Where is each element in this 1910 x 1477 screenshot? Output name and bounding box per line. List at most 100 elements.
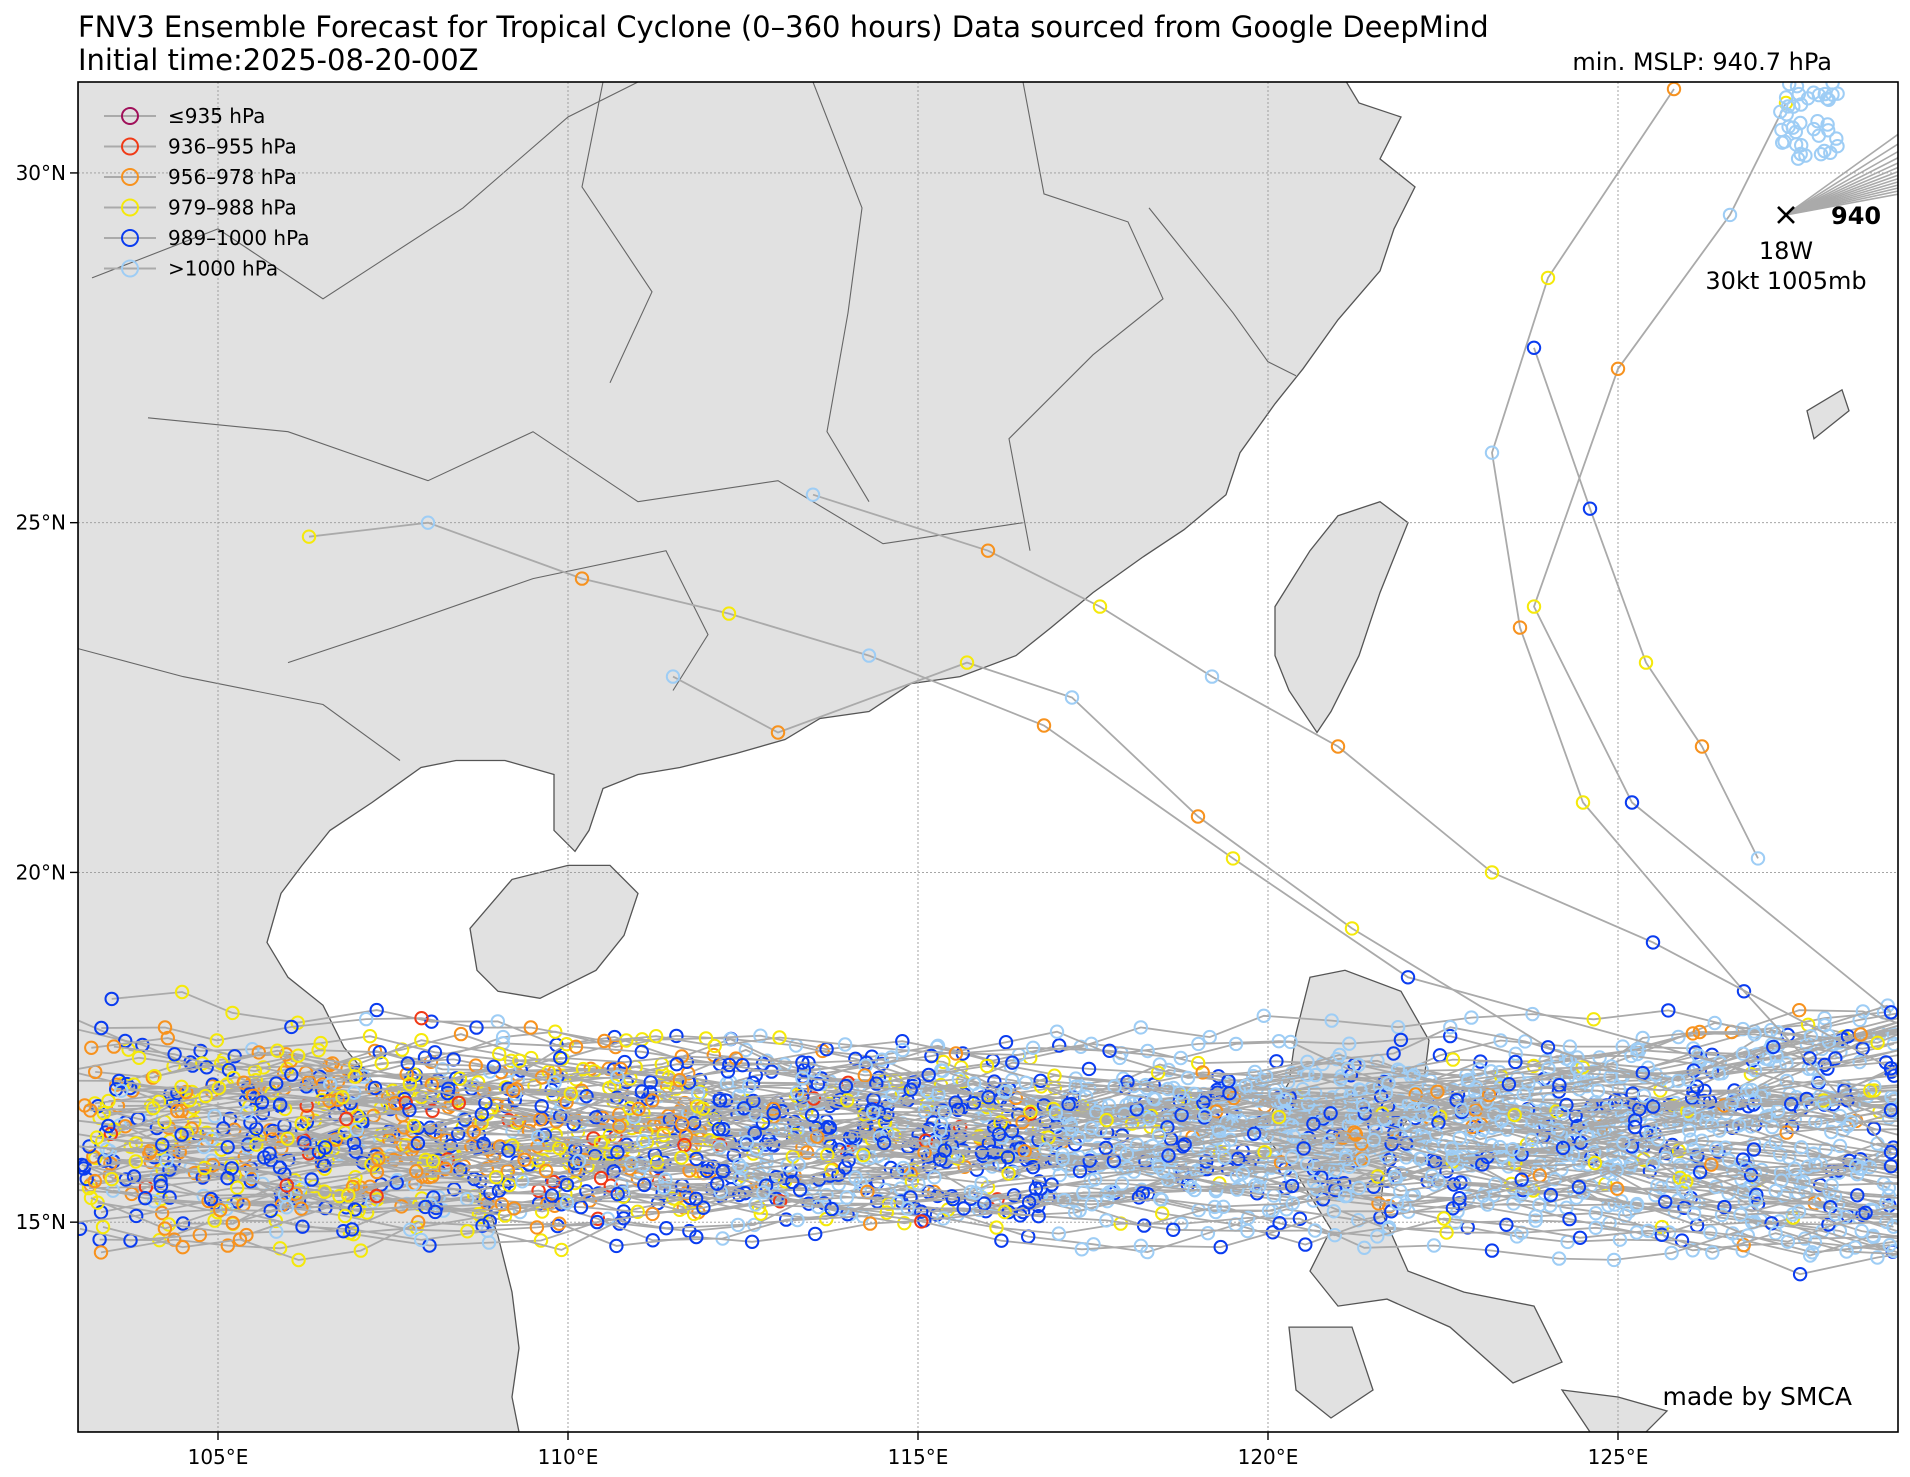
track-point [1219,1115,1234,1130]
track-point [1235,1166,1251,1181]
track-point [946,1146,962,1161]
track-point [1817,143,1832,159]
track-point [1664,1245,1679,1261]
track-point [770,725,786,740]
track-point [880,1126,895,1141]
track-point [1661,1225,1677,1240]
track-point [956,1201,971,1216]
track-point [1749,1187,1764,1203]
track-point [1685,1026,1701,1041]
ryukyu-island [1806,388,1850,440]
track-point [1464,1010,1479,1025]
legend-item: ≤935 hPa [104,104,265,128]
track-point [347,1202,362,1217]
track-point [506,1201,522,1216]
track-point [486,1059,501,1075]
track-point [1551,1251,1567,1266]
track-point [411,1215,426,1230]
track-point [895,1042,910,1058]
track-point [1712,1055,1728,1070]
track-point [1480,1197,1495,1212]
track-point [1061,1097,1076,1112]
track-point [279,1178,294,1193]
track-point [1858,1205,1873,1221]
track-point [1832,1108,1848,1124]
track-point [389,1175,404,1190]
track-point [1213,1239,1228,1255]
track-point [1778,90,1794,105]
track-point [159,1153,174,1168]
province-border [78,648,401,761]
track-point [1004,1073,1020,1088]
track-point [1635,1030,1650,1046]
track-point [785,1174,800,1190]
track-point [1308,1067,1323,1083]
track-point [748,1197,763,1212]
track-point [1627,1119,1643,1135]
track-point [1824,1178,1839,1193]
track-point [1866,1121,1882,1136]
track-point [1028,1181,1044,1196]
track-point [1150,1065,1166,1081]
track-point [197,1160,212,1176]
track-point [1299,1156,1315,1172]
track-point [1508,1046,1523,1062]
track-point [318,1140,333,1155]
track-point [1225,851,1241,866]
track-point [1400,970,1416,985]
track-point [1351,1180,1367,1196]
track-point [79,1171,94,1187]
track-point [273,1097,288,1112]
track-point [1223,1132,1238,1147]
ensemble-track [805,487,1898,1076]
track-point [575,1061,591,1077]
track-point [512,1053,527,1069]
track-point [1445,1201,1461,1216]
track-point [1330,739,1346,754]
track-point [1049,1024,1065,1039]
track-point [994,1233,1009,1248]
track-point [1439,1225,1454,1240]
track-point [1747,1062,1763,1078]
track-point [790,1085,805,1100]
track-point [291,1252,306,1268]
track-point [400,1056,415,1071]
track-point [1071,1130,1087,1146]
track-point [1228,1036,1244,1052]
track-point [1322,1134,1337,1149]
track-point [1381,1076,1396,1091]
track-point [1526,340,1542,355]
track-point [674,1150,689,1165]
track-point [645,1206,660,1222]
ensemble-track [225,1185,1898,1249]
track-point [143,1143,158,1158]
track-point [220,1238,236,1253]
track-line [96,1021,1898,1149]
track-point [927,1170,942,1185]
track-point [95,1219,111,1235]
track-point [1198,1107,1213,1123]
track-point [1284,1150,1300,1165]
track-point [1172,1085,1187,1100]
track-line [232,1191,1898,1243]
track-point [325,1056,340,1071]
track-point [659,1221,674,1236]
storm-center-icon [1777,205,1795,224]
track-line [243,1138,1898,1210]
track-point [1792,1003,1807,1018]
track-point [795,1055,810,1070]
track-point [1204,669,1220,684]
track-point [1802,1051,1817,1066]
track-point [1493,1033,1508,1048]
ensemble-track [273,1076,1898,1239]
track-point [1735,1046,1751,1061]
track-point [174,984,190,1000]
track-point [284,1019,299,1035]
track-point [1516,1087,1531,1102]
track-point [1517,1034,1533,1049]
track-point [295,1219,310,1234]
track-point [1146,1091,1161,1107]
track-point [145,1070,161,1085]
track-point [837,1037,853,1052]
